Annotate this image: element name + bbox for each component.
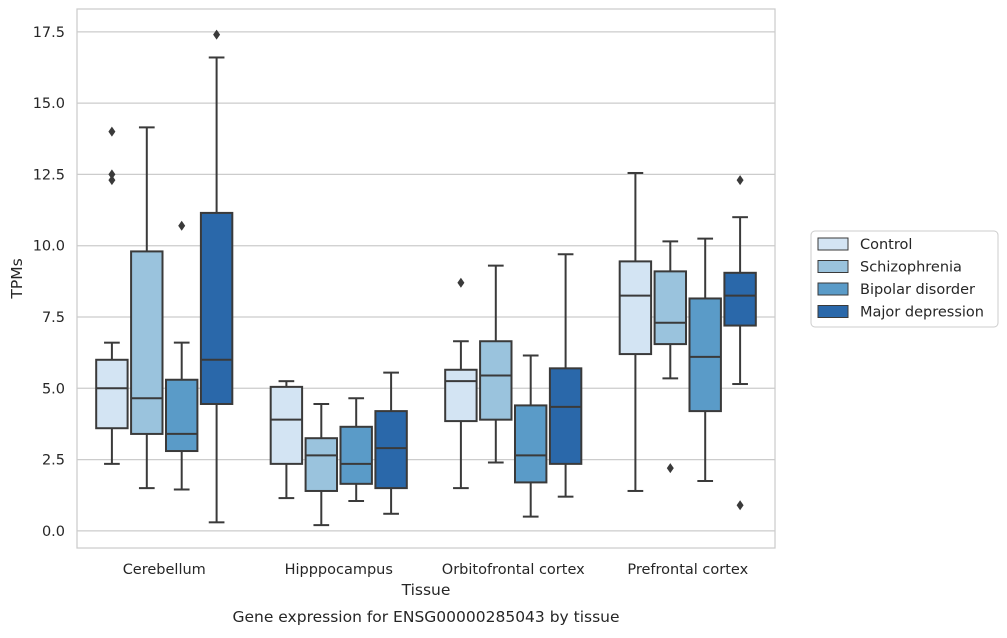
x-tick-label: Orbitofrontal cortex <box>442 562 585 578</box>
legend-label: Major depression <box>860 305 984 321</box>
y-tick-label: 7.5 <box>42 310 65 326</box>
outlier-point <box>108 175 116 186</box>
box-plot <box>618 171 653 492</box>
box-iqr <box>269 385 304 465</box>
box-iqr <box>374 410 408 490</box>
box-plot <box>130 126 164 490</box>
y-tick-label: 2.5 <box>42 453 65 469</box>
box-iqr <box>618 260 653 356</box>
box-iqr <box>339 425 373 485</box>
outlier-point <box>213 29 221 40</box>
legend-swatch <box>817 282 849 296</box>
box-plot <box>444 277 478 490</box>
legend-label: Schizophrenia <box>860 260 962 276</box>
box-plot <box>304 402 339 527</box>
legend-label: Bipolar disorder <box>860 282 975 298</box>
y-tick-label: 10.0 <box>33 239 65 255</box>
plot-frame <box>76 8 776 549</box>
legend-label: Control <box>860 237 912 253</box>
box-plot <box>723 175 757 511</box>
box-plot <box>199 29 234 524</box>
box-plot <box>548 253 583 498</box>
box-iqr <box>548 367 583 465</box>
box-iqr <box>304 437 339 492</box>
box-plot <box>653 240 688 474</box>
box-iqr <box>444 368 478 423</box>
boxes <box>95 29 757 527</box>
y-tick-label: 5.0 <box>42 381 65 397</box>
y-tick-label: 15.0 <box>33 96 65 112</box>
y-tick-label: 0.0 <box>42 524 65 540</box>
x-tick-labels: Cerebellum Hipppocampus Orbitofrontal cort… <box>123 562 749 578</box>
box-plot <box>339 397 373 502</box>
legend: Control Schizophrenia Bipolar disorder Majo… <box>810 230 999 328</box>
legend-swatch <box>817 260 849 273</box>
box-plot <box>513 354 548 518</box>
box-iqr <box>130 250 164 435</box>
outlier-point <box>666 463 674 474</box>
outlier-point <box>457 277 465 288</box>
box-iqr <box>513 404 548 484</box>
box-plot <box>164 220 199 491</box>
box-iqr <box>164 378 199 453</box>
outlier-point <box>178 220 186 231</box>
y-tick-label: 12.5 <box>33 167 65 183</box>
legend-swatch <box>817 305 849 318</box>
outlier-point <box>736 500 744 511</box>
box-plot <box>269 380 304 500</box>
outlier-point <box>736 175 744 186</box>
box-iqr <box>199 211 234 405</box>
box-plot <box>688 237 722 482</box>
box-plot <box>95 126 129 465</box>
y-tick-labels: 0.0 2.5 5.0 7.5 10.0 12.5 15.0 17.5 <box>33 25 65 540</box>
box-iqr <box>688 297 722 413</box>
outlier-point <box>108 169 116 180</box>
box-iqr <box>723 271 757 327</box>
box-plot <box>479 264 513 464</box>
legend-swatch <box>817 237 849 251</box>
x-axis-label: Tissue <box>401 581 451 599</box>
box-iqr <box>653 270 688 346</box>
x-tick-label: Prefrontal cortex <box>627 562 748 578</box>
box-iqr <box>95 358 129 430</box>
chart-caption: Gene expression for ENSG00000285043 by t… <box>232 608 619 626</box>
box-plot <box>374 371 408 515</box>
outlier-point <box>108 126 116 137</box>
y-tick-label: 17.5 <box>33 25 65 41</box>
y-axis-label: TPMs <box>8 258 26 299</box>
box-iqr <box>479 340 513 421</box>
x-tick-label: Cerebellum <box>123 562 206 578</box>
legend-frame <box>810 230 999 328</box>
x-tick-label: Hipppocampus <box>285 562 393 578</box>
